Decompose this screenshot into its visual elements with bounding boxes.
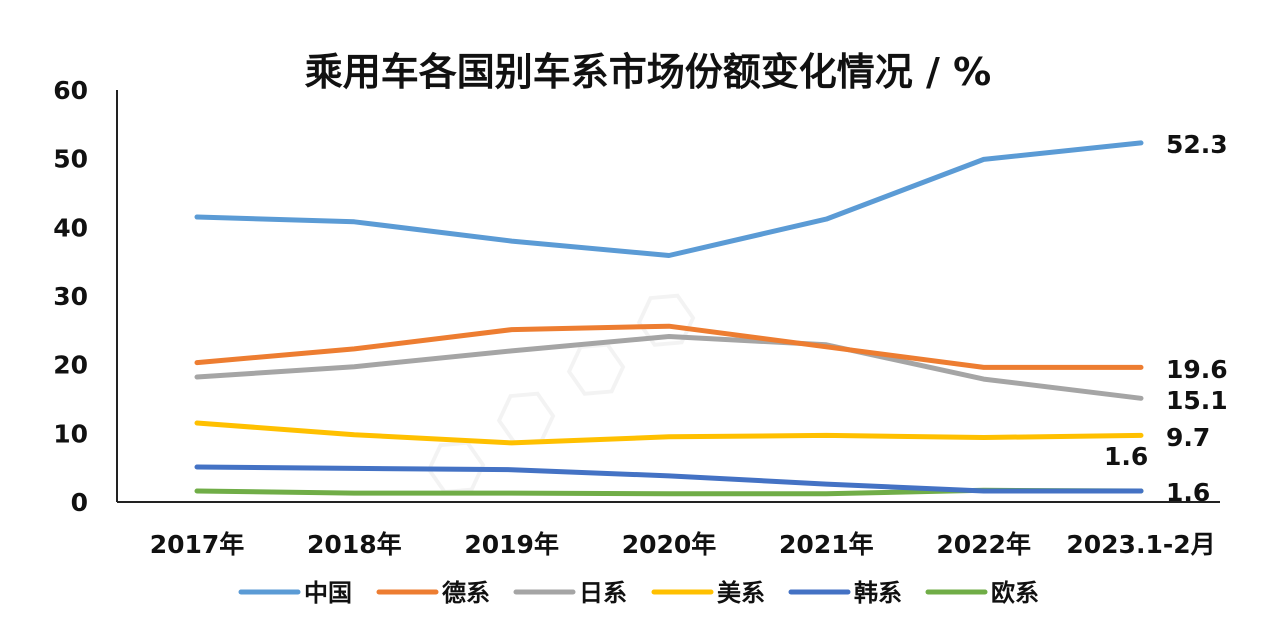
y-tick-label: 40 <box>53 213 88 242</box>
legend-label: 欧系 <box>991 579 1039 607</box>
legend-label: 韩系 <box>854 579 902 607</box>
x-tick-label: 2018年 <box>307 530 402 559</box>
x-tick-label: 2019年 <box>464 530 559 559</box>
x-tick-label: 2021年 <box>779 530 874 559</box>
series-lines <box>194 140 1144 497</box>
x-tick-label: 2020年 <box>622 530 717 559</box>
x-tick-label: 2017年 <box>150 530 245 559</box>
watermark: ⬡ ⬡ ⬡ ⬡ <box>407 268 714 517</box>
y-tick-label: 30 <box>53 282 88 311</box>
series-end-label: 52.3 <box>1166 130 1228 159</box>
y-tick-label: 20 <box>53 351 88 380</box>
x-tick-label: 2022年 <box>936 530 1031 559</box>
chart-title: 乘用车各国别车系市场份额变化情况 / % <box>305 50 991 94</box>
y-tick-label: 10 <box>53 419 88 448</box>
legend-label: 中国 <box>304 579 352 607</box>
series-line-3 <box>194 420 1144 446</box>
series-line-1 <box>194 323 1144 370</box>
x-tick-label: 2023.1-2月 <box>1066 530 1215 559</box>
axes <box>116 90 1220 503</box>
series-line-0 <box>194 140 1144 258</box>
series-end-label: 1.6 <box>1166 478 1210 507</box>
legend-label: 美系 <box>717 579 765 607</box>
y-tick-label: 0 <box>71 488 88 517</box>
x-tick-labels: 2017年 2018年 2019年 2020年 2021年 2022年 2023.1-2月 <box>150 530 1216 559</box>
legend-label: 日系 <box>579 579 627 607</box>
y-tick-labels: 0 10 20 30 40 50 60 <box>53 76 88 517</box>
y-tick-label: 60 <box>53 76 88 105</box>
series-line-2 <box>194 334 1144 401</box>
legend-label: 德系 <box>442 579 490 607</box>
watermark-glyph: ⬡ ⬡ ⬡ ⬡ <box>407 268 714 517</box>
series-line-4 <box>194 464 1144 494</box>
y-tick-label: 50 <box>53 145 88 174</box>
series-end-labels: 52.3 19.615.1 9.7 1.6 1.6 <box>1104 130 1228 507</box>
legend: 中国 德系 日系 美系 韩系 欧系 <box>238 579 1039 607</box>
series-end-label: 15.1 <box>1166 386 1228 415</box>
series-end-label: 19.6 <box>1166 355 1228 384</box>
series-end-label: 9.7 <box>1166 423 1210 452</box>
series-end-label: 1.6 <box>1104 442 1148 471</box>
